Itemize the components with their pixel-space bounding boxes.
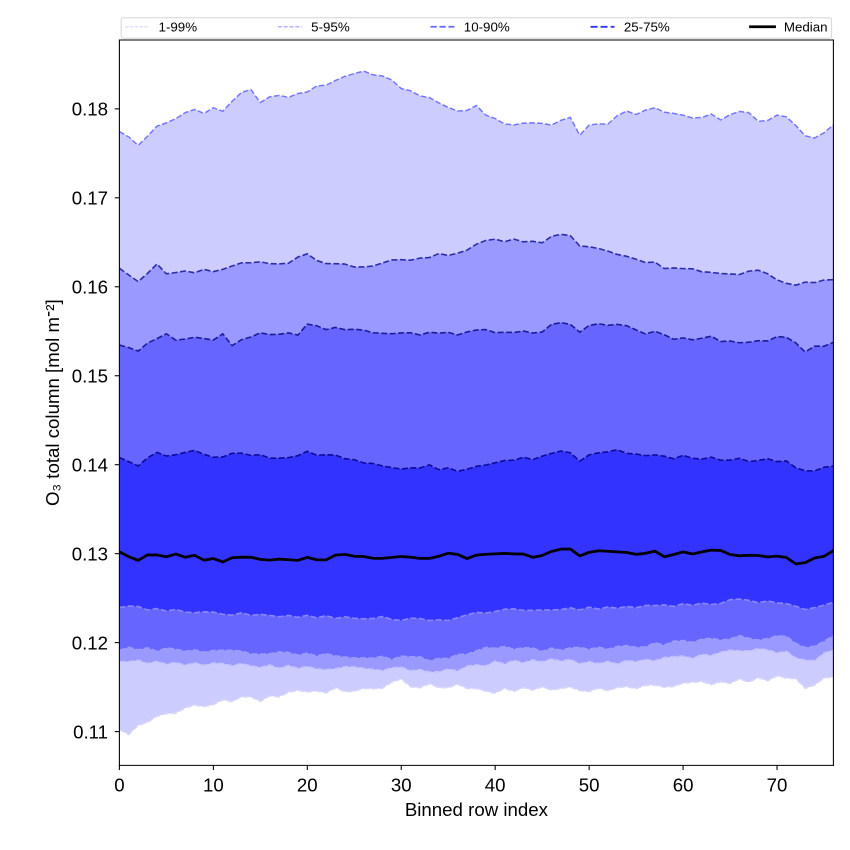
svg-text:60: 60 <box>673 775 694 796</box>
svg-text:Binned row index: Binned row index <box>405 799 549 820</box>
svg-text:0.13: 0.13 <box>72 543 108 564</box>
svg-text:50: 50 <box>579 775 600 796</box>
svg-text:Median: Median <box>784 19 828 34</box>
svg-text:25-75%: 25-75% <box>624 19 670 34</box>
svg-text:70: 70 <box>767 775 788 796</box>
svg-text:0.11: 0.11 <box>73 721 108 742</box>
svg-text:0.14: 0.14 <box>72 454 108 475</box>
svg-text:0.18: 0.18 <box>72 99 108 120</box>
svg-text:0.12: 0.12 <box>72 632 108 653</box>
svg-text:1-99%: 1-99% <box>159 19 198 34</box>
svg-text:20: 20 <box>297 775 318 796</box>
svg-text:0.17: 0.17 <box>72 188 108 209</box>
svg-text:10-90%: 10-90% <box>464 19 510 34</box>
svg-text:0.16: 0.16 <box>72 277 108 298</box>
svg-text:30: 30 <box>391 775 412 796</box>
svg-text:10: 10 <box>203 775 224 796</box>
svg-text:0.15: 0.15 <box>72 366 108 387</box>
svg-text:0: 0 <box>114 775 124 796</box>
svg-text:40: 40 <box>485 775 506 796</box>
svg-text:5-95%: 5-95% <box>311 19 350 34</box>
